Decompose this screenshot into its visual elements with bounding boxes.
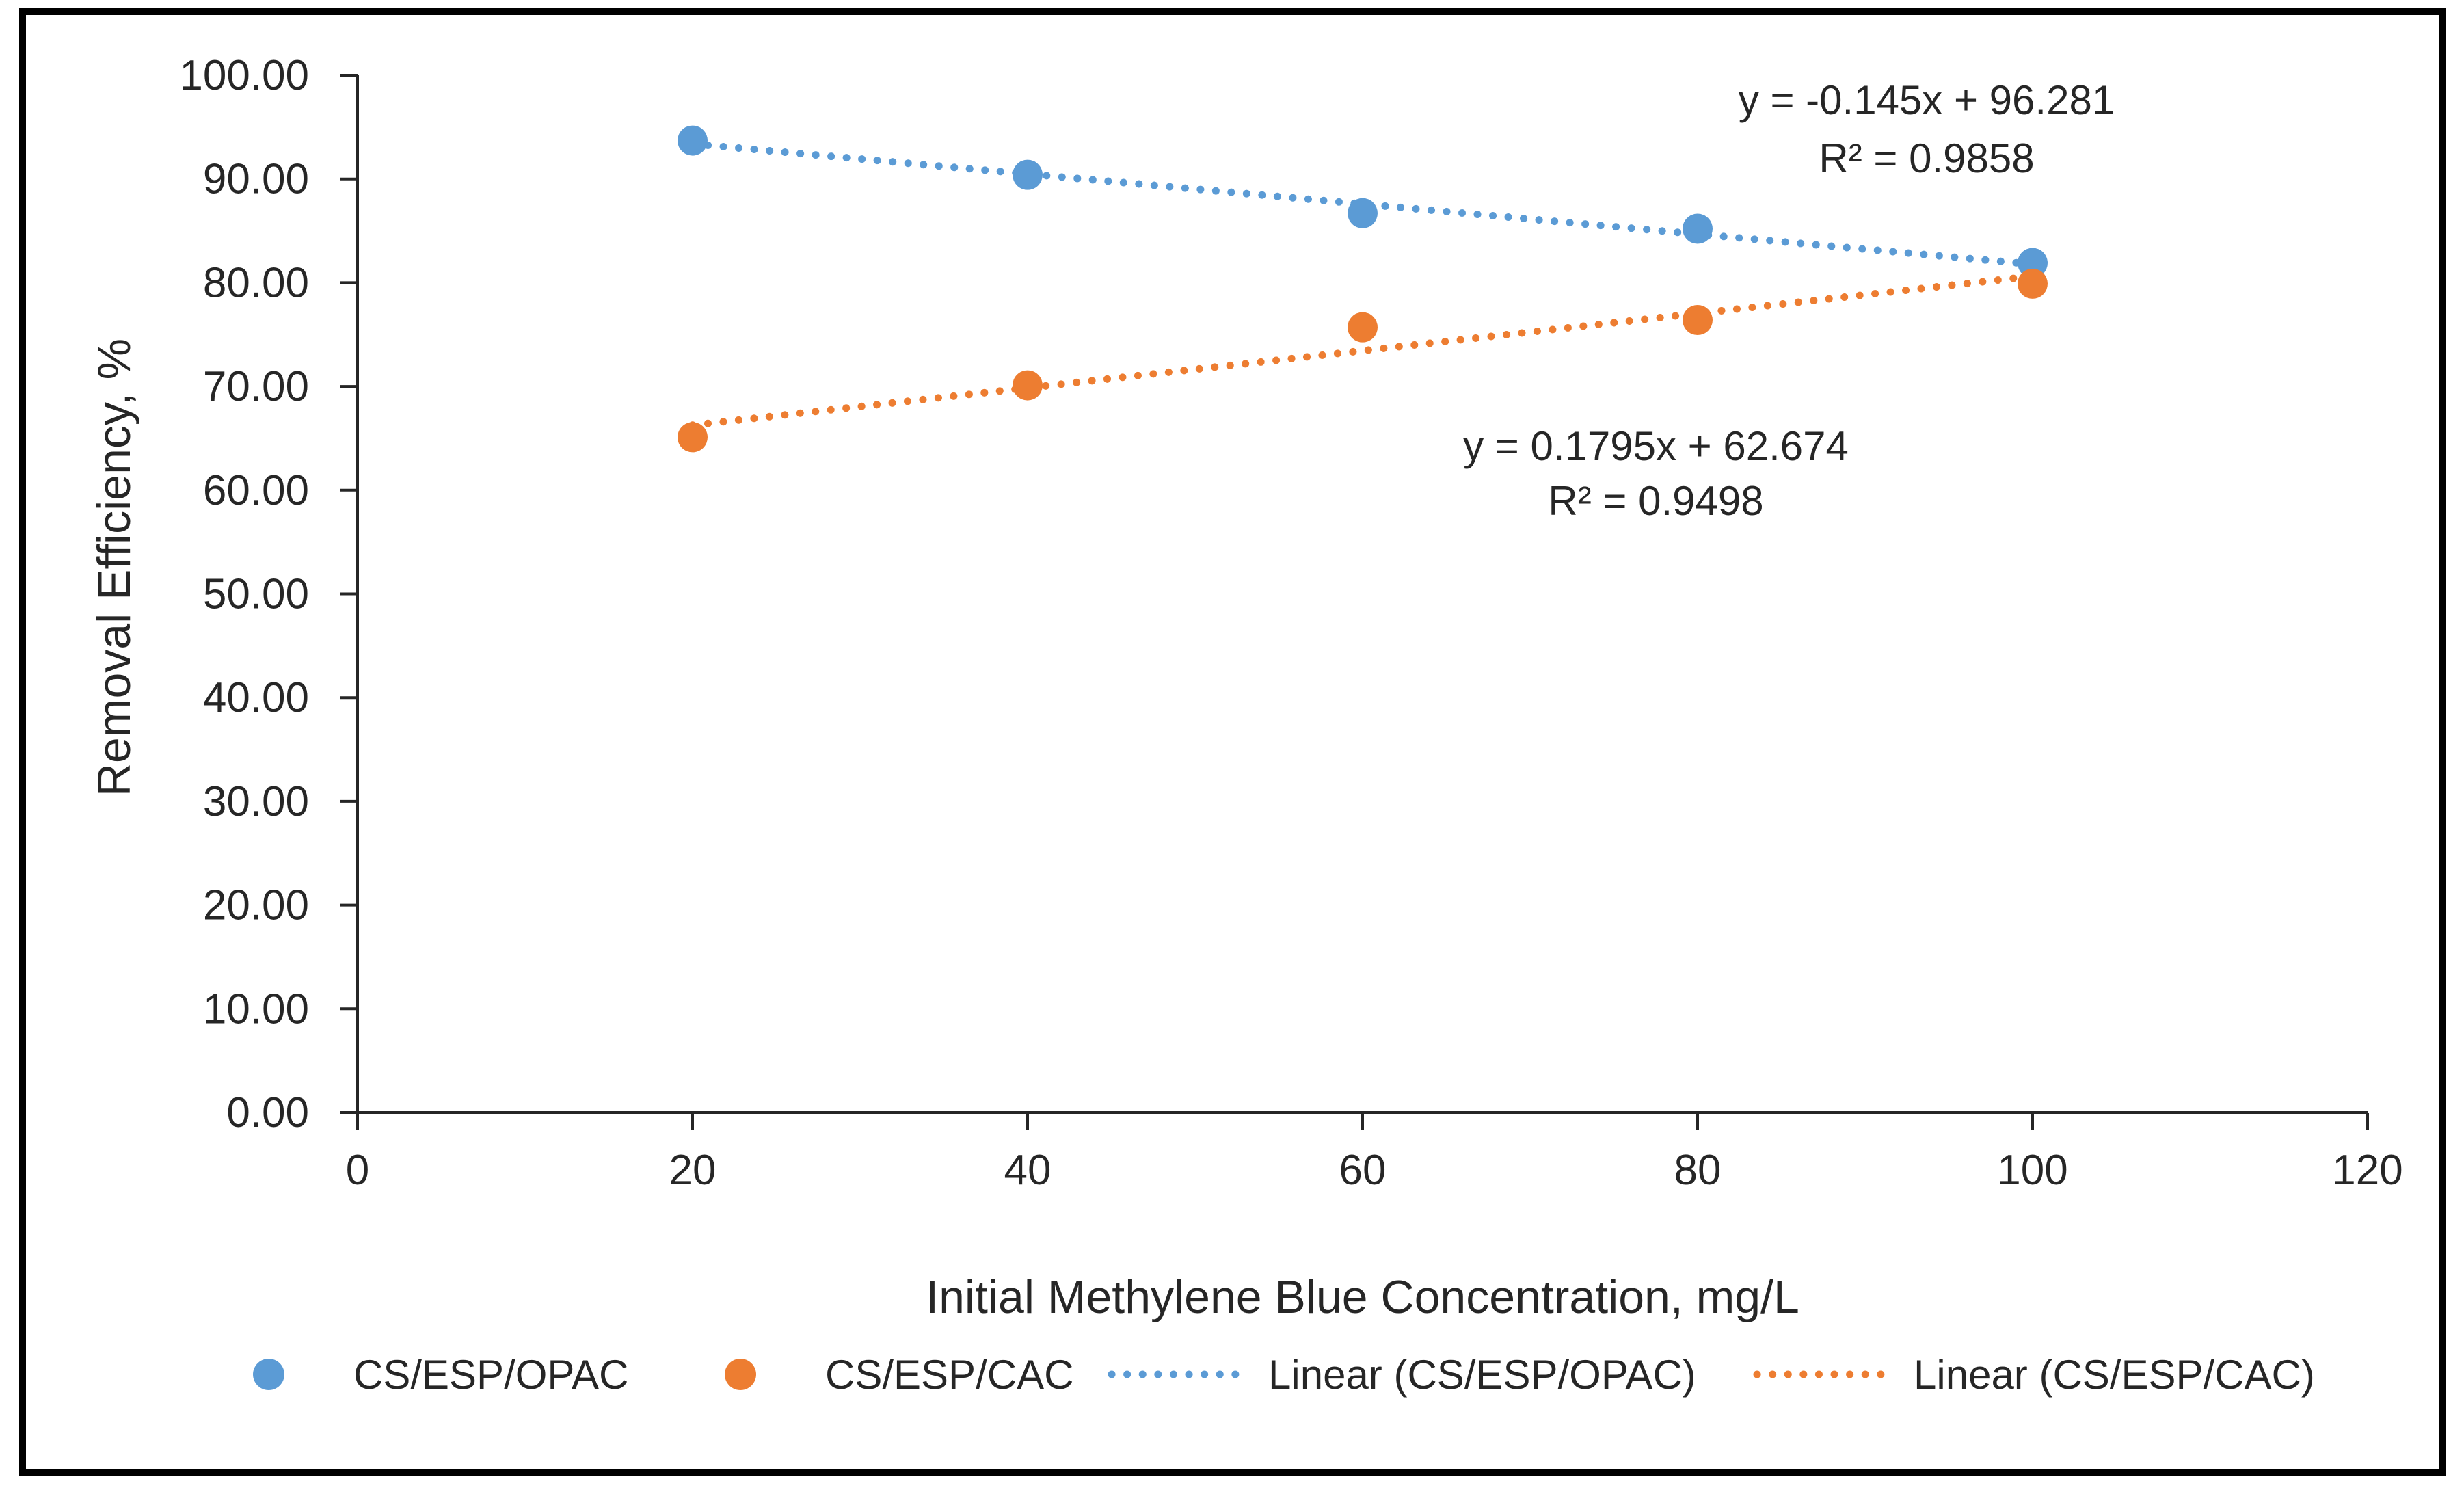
plot-area: 0.00 10.00 20.00 30.00 40.00 50.00 60.00 70.00 8… [179, 52, 2402, 1194]
y-tick-label: 50.00 [203, 571, 309, 618]
y-tick-label: 100.00 [179, 52, 309, 99]
legend-label-opac: CS/ESP/OPAC [353, 1352, 628, 1398]
x-tick-label: 60 [1339, 1147, 1387, 1194]
y-tick-label: 20.00 [203, 882, 309, 929]
trendline-equation-cac: y = 0.1795x + 62.674 [1463, 423, 1849, 469]
x-axis-title: Initial Methylene Blue Concentration, mg… [926, 1271, 1799, 1323]
data-point-cs-esp-opac [1013, 159, 1043, 190]
y-tick-label: 40.00 [203, 674, 309, 721]
trendline-cs-esp-cac [688, 272, 2037, 429]
legend-label-cac: CS/ESP/CAC [825, 1352, 1073, 1398]
trendline-r2-opac: R² = 0.9858 [1819, 135, 2034, 181]
y-tick-label: 80.00 [203, 259, 309, 306]
trendline-equation-opac: y = -0.145x + 96.281 [1739, 77, 2115, 123]
legend-label-linear-cac: Linear (CS/ESP/CAC) [1914, 1352, 2315, 1398]
data-point-cs-esp-opac [2018, 248, 2048, 278]
y-tick-label: 30.00 [203, 778, 309, 825]
data-point-cs-esp-cac [2018, 268, 2048, 299]
legend-marker-opac [253, 1359, 284, 1390]
y-tick-label: 70.00 [203, 363, 309, 410]
y-tick-label: 60.00 [203, 467, 309, 514]
x-tick-label: 100 [1997, 1147, 2067, 1194]
x-tick-label: 80 [1674, 1147, 1722, 1194]
trendline-r2-cac: R² = 0.9498 [1548, 478, 1763, 524]
y-tick-label: 90.00 [203, 156, 309, 203]
data-point-cs-esp-cac [1013, 370, 1043, 401]
chart-border [19, 8, 2446, 1476]
x-tick-label: 20 [669, 1147, 717, 1194]
data-point-cs-esp-cac [678, 422, 708, 453]
y-axis-title: Removal Efficiency, % [88, 338, 140, 797]
x-tick-label: 40 [1004, 1147, 1052, 1194]
data-point-cs-esp-cac [1348, 312, 1378, 343]
y-tick-label: 10.00 [203, 985, 309, 1033]
legend-label-linear-opac: Linear (CS/ESP/OPAC) [1268, 1352, 1696, 1398]
x-tick-label: 0 [346, 1147, 369, 1194]
data-point-cs-esp-cac [1683, 305, 1713, 336]
legend: CS/ESP/OPAC CS/ESP/CAC Linear (CS/ESP/OP… [253, 1352, 2315, 1398]
data-point-cs-esp-opac [1348, 198, 1378, 228]
x-tick-label: 120 [2332, 1147, 2402, 1194]
data-point-cs-esp-opac [678, 125, 708, 156]
y-tick-label: 0.00 [226, 1089, 309, 1136]
data-point-cs-esp-opac [1683, 213, 1713, 244]
legend-marker-cac [725, 1359, 756, 1390]
